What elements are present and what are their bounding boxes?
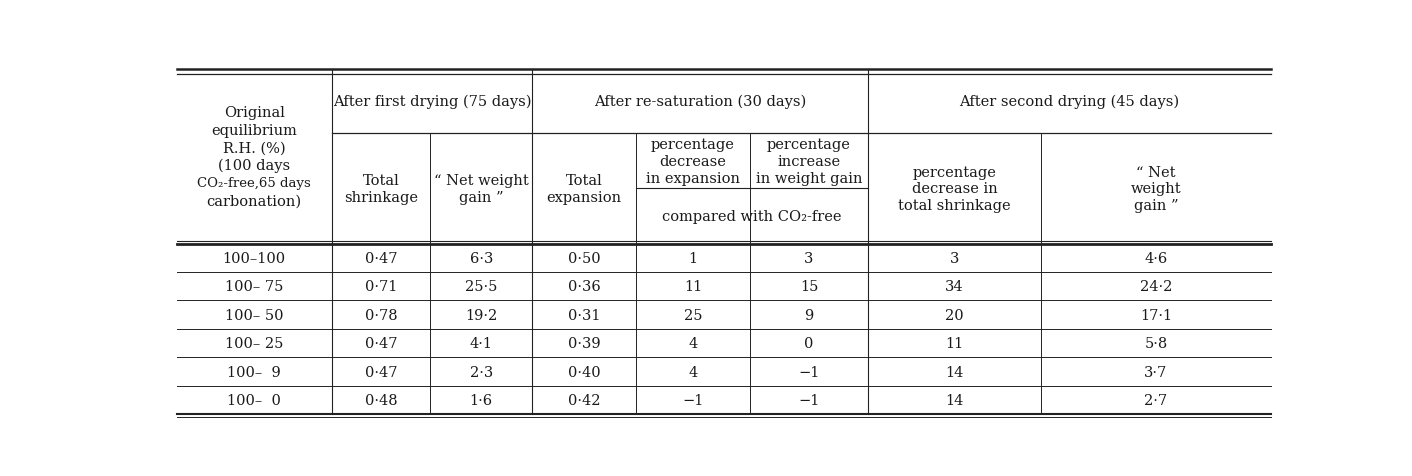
- Text: After first drying (75 days): After first drying (75 days): [333, 95, 531, 109]
- Text: After re-saturation (30 days): After re-saturation (30 days): [594, 95, 806, 109]
- Text: “ Net: “ Net: [1137, 165, 1176, 179]
- Text: shrinkage: shrinkage: [345, 190, 418, 205]
- Text: increase: increase: [778, 155, 840, 169]
- Text: Total: Total: [566, 174, 603, 188]
- Text: percentage: percentage: [912, 165, 997, 179]
- Text: 0·47: 0·47: [364, 337, 397, 350]
- Text: 0: 0: [805, 337, 813, 350]
- Text: 0·47: 0·47: [364, 365, 397, 379]
- Text: −1: −1: [798, 393, 820, 407]
- Text: 1: 1: [689, 251, 698, 265]
- Text: 0·36: 0·36: [568, 280, 600, 294]
- Text: equilibrium: equilibrium: [212, 124, 297, 138]
- Text: percentage: percentage: [767, 138, 851, 152]
- Text: gain ”: gain ”: [459, 190, 504, 205]
- Text: in expansion: in expansion: [647, 171, 740, 186]
- Text: (100 days: (100 days: [217, 159, 291, 173]
- Text: 6·3: 6·3: [470, 251, 493, 265]
- Text: 3·7: 3·7: [1144, 365, 1168, 379]
- Text: 14: 14: [946, 365, 964, 379]
- Text: 100– 50: 100– 50: [225, 308, 284, 322]
- Text: 5·8: 5·8: [1144, 337, 1168, 350]
- Text: −1: −1: [682, 393, 703, 407]
- Text: 2·7: 2·7: [1144, 393, 1168, 407]
- Text: gain ”: gain ”: [1134, 199, 1178, 213]
- Text: 34: 34: [945, 280, 964, 294]
- Text: 25·5: 25·5: [465, 280, 497, 294]
- Text: weight: weight: [1131, 182, 1182, 196]
- Text: 0·48: 0·48: [364, 393, 397, 407]
- Text: 0·31: 0·31: [568, 308, 600, 322]
- Text: 3: 3: [805, 251, 813, 265]
- Text: 19·2: 19·2: [465, 308, 497, 322]
- Text: percentage: percentage: [651, 138, 736, 152]
- Text: 1·6: 1·6: [470, 393, 493, 407]
- Text: 4: 4: [689, 365, 698, 379]
- Text: 17·1: 17·1: [1139, 308, 1172, 322]
- Text: 3: 3: [950, 251, 959, 265]
- Text: 100– 75: 100– 75: [225, 280, 284, 294]
- Text: 100– 25: 100– 25: [225, 337, 284, 350]
- Text: 100–  0: 100– 0: [227, 393, 281, 407]
- Text: −1: −1: [798, 365, 820, 379]
- Text: decrease: decrease: [659, 155, 726, 169]
- Text: 100–100: 100–100: [223, 251, 285, 265]
- Text: 9: 9: [805, 308, 813, 322]
- Text: 4: 4: [689, 337, 698, 350]
- Text: Total: Total: [363, 174, 400, 188]
- Text: 14: 14: [946, 393, 964, 407]
- Text: 4·6: 4·6: [1144, 251, 1168, 265]
- Text: 0·78: 0·78: [364, 308, 397, 322]
- Text: 0·47: 0·47: [364, 251, 397, 265]
- Text: 0·39: 0·39: [568, 337, 600, 350]
- Text: 15: 15: [799, 280, 818, 294]
- Text: 2·3: 2·3: [470, 365, 493, 379]
- Text: CO₂-free,65 days: CO₂-free,65 days: [198, 177, 311, 190]
- Text: 4·1: 4·1: [470, 337, 493, 350]
- Text: expansion: expansion: [546, 190, 621, 205]
- Text: 0·71: 0·71: [364, 280, 397, 294]
- Text: 25: 25: [683, 308, 702, 322]
- Text: compared with CO₂-free: compared with CO₂-free: [662, 209, 842, 224]
- Text: 100–  9: 100– 9: [227, 365, 281, 379]
- Text: R.H. (%): R.H. (%): [223, 141, 285, 155]
- Text: decrease in: decrease in: [912, 182, 997, 196]
- Text: 11: 11: [683, 280, 702, 294]
- Text: total shrinkage: total shrinkage: [898, 199, 1011, 213]
- Text: 0·42: 0·42: [568, 393, 600, 407]
- Text: in weight gain: in weight gain: [755, 171, 863, 186]
- Text: Original: Original: [223, 106, 285, 120]
- Text: 24·2: 24·2: [1139, 280, 1172, 294]
- Text: carbonation): carbonation): [206, 194, 302, 208]
- Text: 20: 20: [945, 308, 964, 322]
- Text: After second drying (45 days): After second drying (45 days): [959, 95, 1179, 109]
- Text: 11: 11: [946, 337, 963, 350]
- Text: 0·50: 0·50: [568, 251, 600, 265]
- Text: “ Net weight: “ Net weight: [433, 174, 528, 188]
- Text: 0·40: 0·40: [568, 365, 600, 379]
